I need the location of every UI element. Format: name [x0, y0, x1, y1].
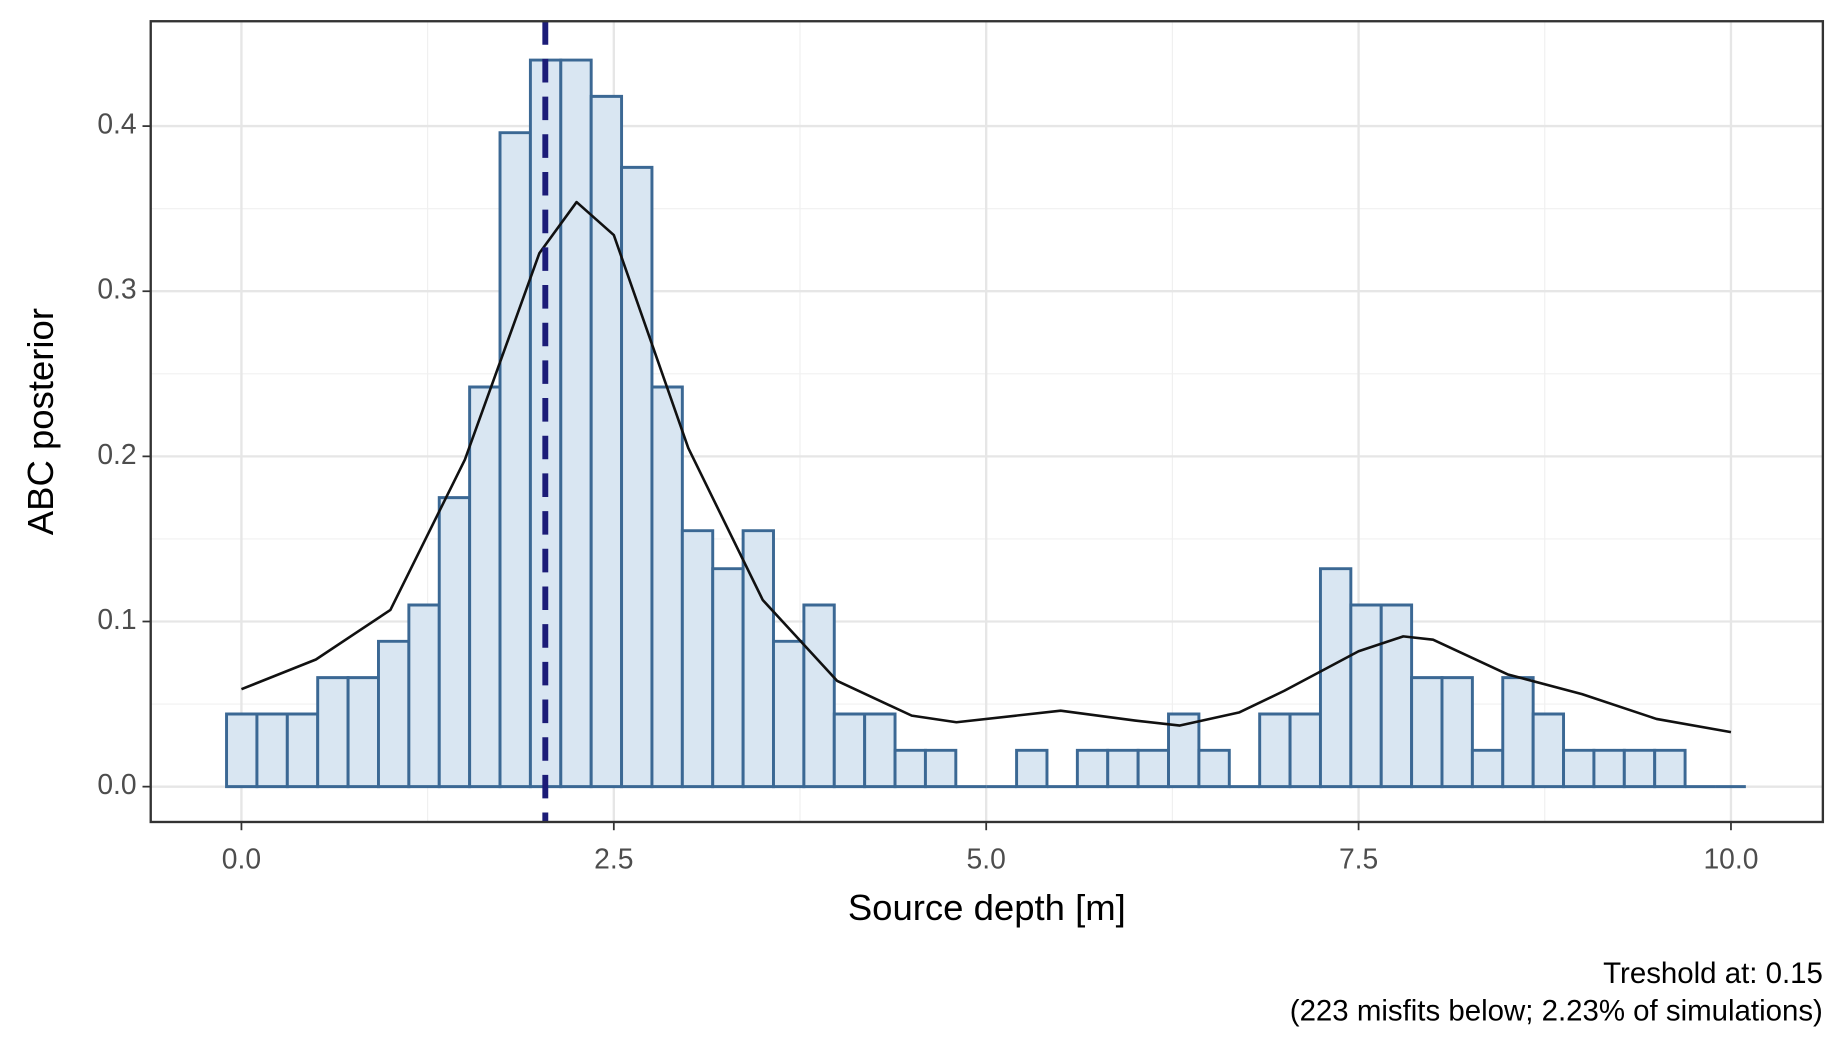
bar — [923, 748, 958, 789]
bar — [1562, 748, 1596, 789]
bar — [1470, 748, 1505, 789]
y-tick-label: 0.1 — [97, 603, 136, 635]
bar — [620, 165, 654, 789]
y-tick-label: 0.3 — [97, 273, 136, 305]
bar — [863, 712, 897, 789]
x-tick-label: 5.0 — [967, 842, 1006, 874]
bar — [346, 676, 380, 789]
bar — [1653, 748, 1687, 789]
bar — [802, 603, 836, 789]
bar — [772, 639, 806, 789]
bar — [650, 385, 684, 789]
bar — [377, 639, 411, 789]
bar — [1440, 676, 1474, 789]
bar — [1106, 748, 1140, 789]
x-tick-label: 7.5 — [1339, 842, 1378, 874]
bar — [225, 712, 259, 789]
bar — [255, 712, 289, 789]
bar — [832, 712, 867, 789]
x-tick-label: 10.0 — [1703, 842, 1758, 874]
bar — [1622, 748, 1657, 789]
bar — [1349, 603, 1383, 789]
bar — [1136, 748, 1170, 789]
bar — [1075, 748, 1110, 789]
bar — [407, 603, 441, 789]
bar — [589, 94, 624, 789]
y-tick-label: 0.0 — [97, 768, 136, 800]
bar — [680, 529, 715, 789]
bar — [437, 496, 472, 789]
bar — [1015, 748, 1049, 789]
y-axis-title: ABC posterior — [20, 308, 61, 535]
caption: Treshold at: 0.15 — [1603, 957, 1823, 990]
bar — [1410, 676, 1444, 789]
bar — [559, 58, 593, 789]
bar — [1288, 712, 1322, 789]
bar — [285, 712, 320, 789]
bar — [468, 385, 502, 789]
bar — [1379, 603, 1414, 789]
bar — [1258, 712, 1292, 789]
bar — [1501, 676, 1535, 789]
caption: (223 misfits below; 2.23% of simulations… — [1290, 995, 1823, 1028]
y-tick-label: 0.4 — [97, 108, 136, 140]
plot-border — [149, 20, 1825, 824]
bar — [1592, 748, 1626, 789]
bar — [893, 748, 927, 789]
y-tick-label: 0.2 — [97, 438, 136, 470]
x-axis-title: Source depth [m] — [848, 887, 1126, 928]
density-curve — [240, 200, 1732, 734]
bar — [711, 567, 745, 789]
bar — [316, 676, 350, 789]
bar — [498, 131, 532, 789]
x-tick-label: 2.5 — [594, 842, 633, 874]
bar — [1167, 712, 1201, 789]
x-tick-label: 0.0 — [222, 842, 261, 874]
bar — [1197, 748, 1231, 789]
bar — [741, 529, 775, 789]
bar — [1531, 712, 1566, 789]
bar — [1318, 567, 1353, 789]
